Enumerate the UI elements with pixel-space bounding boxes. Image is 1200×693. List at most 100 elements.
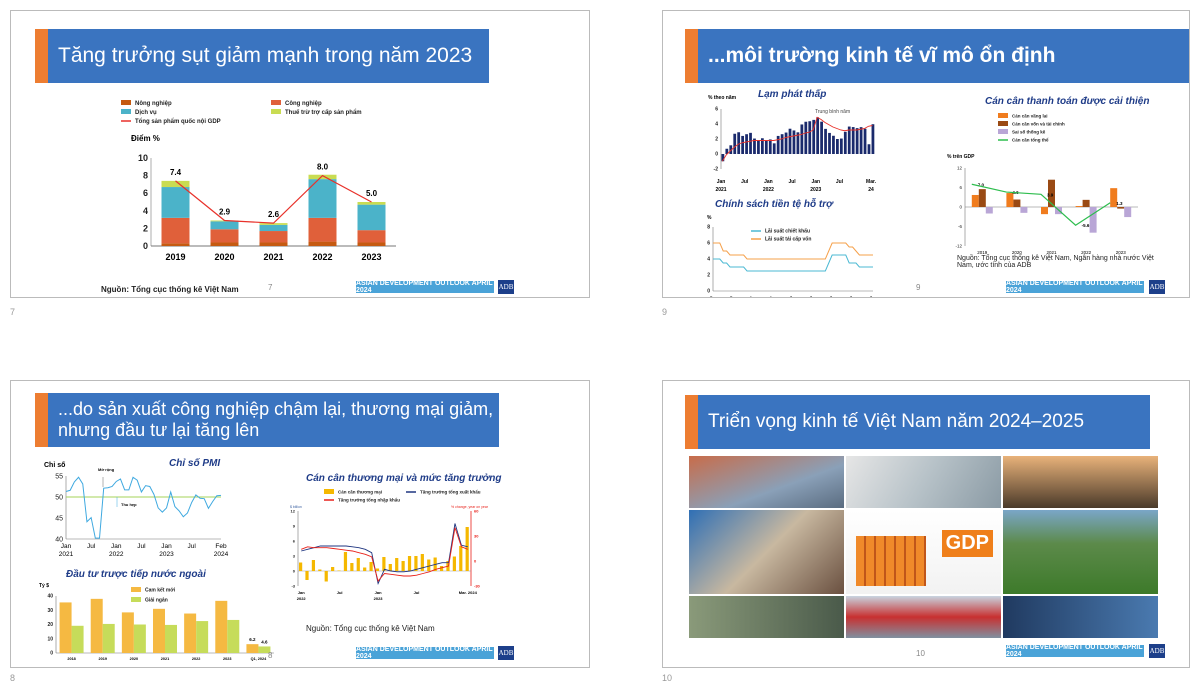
x-tick-label: 2023 <box>159 551 174 558</box>
pmi-line <box>65 476 222 539</box>
x-tick-label: Jul <box>788 179 796 185</box>
gdp-growth-photo: GDP <box>846 510 1001 595</box>
legend-swatch <box>271 100 281 105</box>
x-tick-label: Jul. 2020 <box>717 294 734 298</box>
bar <box>978 189 986 207</box>
slide-number-label: 8 <box>10 673 16 683</box>
factory-photo <box>846 456 1001 509</box>
y-tick-label: 4 <box>143 206 148 216</box>
y-tick-label: -3 <box>291 583 295 588</box>
x-tick-label: Q1, 2024 <box>251 657 268 661</box>
gdp-growth-chart: Nông nghiệp Công nghiệp Dịch vụ Thuế trừ tr… <box>121 100 396 262</box>
legend-swatch <box>998 129 1008 134</box>
adb-logo: ADB <box>498 646 514 660</box>
y-tick-label: -6 <box>958 224 962 229</box>
bar <box>1124 207 1132 218</box>
source-note: Nguồn: Tổng cục thống kê Việt Nam <box>306 624 435 633</box>
x-tick-label: 2022 <box>109 551 124 558</box>
y-tick-label: 10 <box>138 153 148 163</box>
bar <box>227 619 240 653</box>
x-tick-label: Jan. 2022 <box>776 294 794 298</box>
bar <box>356 558 360 571</box>
x-tick-label: 2023 <box>810 187 821 193</box>
legend-label: Cán cân thương mại <box>338 490 382 495</box>
y-axis-title: Tỷ $ <box>39 583 49 589</box>
bar <box>133 624 146 653</box>
x-tick-label: 2022 <box>1081 250 1092 255</box>
balance-of-payments-chart: Cán cân vãng lai Cán cân vốn và tài chính… <box>947 113 1138 255</box>
bar-segment <box>308 241 337 246</box>
x-tick-label: 2023 <box>374 596 384 601</box>
x-tick-label: 2021 <box>263 252 283 262</box>
photo-collage: GDP <box>689 456 1158 638</box>
bar <box>153 608 165 653</box>
y-tick-label: 45 <box>55 515 63 522</box>
slide-9[interactable]: ...môi trường kinh tế vĩ mô ổn định Lạm … <box>662 10 1190 298</box>
bar <box>318 569 322 571</box>
bar <box>729 145 733 154</box>
x-tick-label: Jan <box>764 179 773 185</box>
bar <box>764 140 768 154</box>
bar <box>804 121 808 154</box>
annual-average-line <box>721 116 873 162</box>
adb-logo: ADB <box>498 280 514 294</box>
x-tick-label: 2023 <box>1116 250 1127 255</box>
y-tick-label: 6 <box>715 107 718 113</box>
data-label: 6.2 <box>249 637 256 642</box>
data-label: -5.6 <box>1082 223 1090 228</box>
growth-line <box>301 527 468 582</box>
growth-line <box>301 523 468 585</box>
bar <box>382 557 386 571</box>
bar-segment <box>308 174 337 180</box>
y-tick-label-right: 30 <box>474 534 479 539</box>
legend-label: Cam kết mới <box>145 587 176 594</box>
bar <box>737 132 741 154</box>
footer-banner: ASIAN DEVELOPMENT OUTLOOK APRIL 2024 <box>1006 644 1144 658</box>
bar-segment <box>210 221 239 230</box>
x-tick-label: 2022 <box>312 252 332 262</box>
bar <box>749 132 752 154</box>
y-tick-label: 4 <box>707 257 710 263</box>
page-number: 10 <box>916 649 925 658</box>
slide-10[interactable]: Triển vọng kinh tế Việt Nam năm 2024–202… <box>662 380 1190 668</box>
x-tick-label: Jan <box>111 543 122 550</box>
y-tick-label: 30 <box>47 608 53 614</box>
data-label: 2.6 <box>268 210 280 219</box>
data-label: 7.0 <box>978 182 985 187</box>
x-tick-label: Jul. 2021 <box>757 294 774 298</box>
bar <box>788 128 792 154</box>
bar <box>721 154 725 162</box>
legend-label: Lãi suất chiết khấu <box>765 228 810 235</box>
bar <box>343 552 348 571</box>
flags-photo <box>846 596 1001 638</box>
y-tick-label: 40 <box>47 594 53 600</box>
y-tick-label-right: 0 <box>474 559 477 564</box>
legend-label: Dịch vụ <box>135 110 157 116</box>
legend-label: Nông nghiệp <box>135 101 172 107</box>
legend-label: Sai số thống kê <box>1012 129 1046 135</box>
slide-8[interactable]: ...do sản xuất công nghiệp chậm lại, thư… <box>10 380 590 668</box>
x-tick-label: Mar. <box>866 179 877 185</box>
slide-number-label: 9 <box>662 307 668 317</box>
x-tick-label: Jan. 2021 <box>736 294 754 298</box>
rate-line <box>713 242 873 260</box>
bar <box>741 135 745 154</box>
x-tick-label: Jan <box>375 590 382 595</box>
legend-swatch <box>131 587 141 592</box>
legend-label: Cán cân vãng lai <box>1012 114 1048 119</box>
x-tick-label: Jan. 2020 <box>696 294 714 298</box>
bar-segment <box>259 231 288 243</box>
bar <box>1020 207 1028 213</box>
legend-label: Cán cân vốn và tài chính <box>1012 121 1065 127</box>
legend-label: Công nghiệp <box>285 101 322 107</box>
bar <box>1117 207 1125 209</box>
slide-7[interactable]: Tăng trưởng sụt giảm mạnh trong năm 2023… <box>10 10 590 298</box>
bar <box>59 602 72 653</box>
legend-label: Tăng trưởng tổng nhập khẩu <box>338 497 400 503</box>
bar <box>745 134 748 154</box>
legend-swatch <box>271 109 281 114</box>
x-tick-label: Jan <box>61 543 72 550</box>
bar <box>808 121 812 154</box>
annotation: Thu hẹp <box>121 502 137 507</box>
overall-balance-line <box>971 183 1111 226</box>
